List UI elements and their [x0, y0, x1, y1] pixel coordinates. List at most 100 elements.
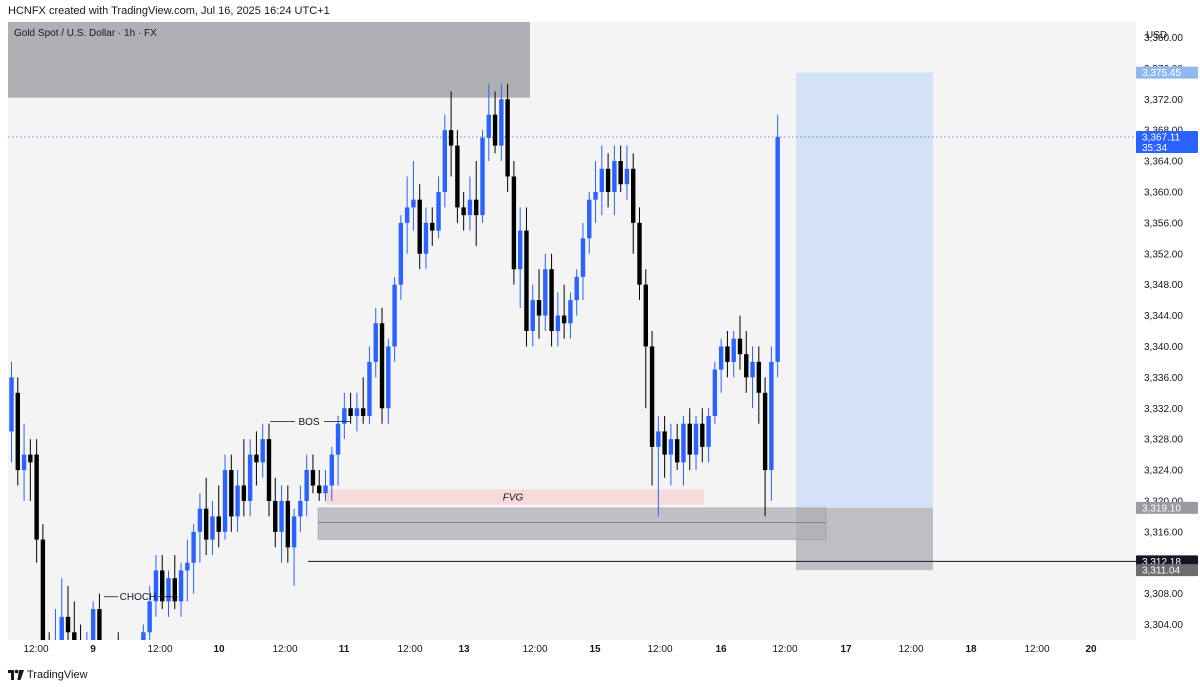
candle[interactable]	[411, 161, 416, 231]
candle[interactable]	[618, 145, 623, 192]
candle[interactable]	[153, 555, 159, 617]
supply-zone[interactable]	[8, 22, 530, 98]
candle[interactable]	[40, 524, 46, 640]
time-scale[interactable]: 12:00 9 12:00 10 12:00 11 12:00 13 12:00 15 12:00 1…	[8, 640, 1136, 662]
candle[interactable]	[568, 292, 573, 339]
candle[interactable]	[254, 431, 259, 486]
candle[interactable]	[160, 555, 165, 610]
candle[interactable]	[172, 555, 177, 610]
candle[interactable]	[354, 392, 360, 432]
candle[interactable]	[21, 423, 27, 501]
candle[interactable]	[467, 176, 473, 231]
candle[interactable]	[85, 632, 89, 640]
candle[interactable]	[762, 377, 768, 517]
candle[interactable]	[241, 439, 247, 517]
candle[interactable]	[674, 423, 680, 471]
candle[interactable]	[637, 207, 642, 301]
candle[interactable]	[379, 307, 385, 424]
candle[interactable]	[681, 415, 686, 486]
candle[interactable]	[367, 346, 372, 424]
candle[interactable]	[53, 609, 57, 640]
candle[interactable]	[737, 315, 743, 370]
candle[interactable]	[191, 524, 196, 594]
symbol-title[interactable]: Gold Spot / U.S. Dollar · 1h · FX	[14, 28, 157, 39]
candle[interactable]	[712, 361, 718, 424]
candle[interactable]	[587, 191, 592, 254]
long-target-zone[interactable]	[796, 72, 933, 508]
candle[interactable]	[392, 276, 397, 362]
candle[interactable]	[386, 338, 391, 424]
candle[interactable]	[229, 454, 234, 532]
currency-label[interactable]: USD	[1146, 30, 1168, 41]
candle[interactable]	[373, 307, 378, 378]
chart-pane[interactable]: Gold Spot / U.S. Dollar · 1h · FX BOS CHO…	[8, 22, 1136, 640]
candle[interactable]	[203, 477, 209, 556]
fvg-label[interactable]: FVG	[503, 493, 524, 504]
candle[interactable]	[580, 222, 586, 301]
candle[interactable]	[486, 83, 491, 162]
price-axis[interactable]: USD 3,360.003,376.003,372.003,368.003,36…	[1136, 22, 1200, 640]
candle[interactable]	[706, 408, 711, 463]
candle[interactable]	[360, 377, 366, 424]
candle[interactable]	[9, 361, 14, 463]
candle[interactable]	[72, 601, 77, 640]
candle[interactable]	[97, 593, 102, 640]
candle[interactable]	[605, 153, 611, 208]
candle[interactable]	[298, 485, 303, 532]
candle[interactable]	[216, 485, 221, 548]
candle[interactable]	[28, 439, 33, 501]
time-axis[interactable]: 12:00 9 12:00 10 12:00 11 12:00 13 12:00 15 12:00 1…	[8, 640, 1136, 662]
candle[interactable]	[662, 415, 667, 478]
candle[interactable]	[166, 570, 171, 617]
candle[interactable]	[474, 161, 479, 247]
bos-label[interactable]: BOS	[298, 417, 319, 428]
choch-label[interactable]: CHOCH	[120, 592, 157, 603]
candle[interactable]	[15, 377, 20, 486]
candle[interactable]	[561, 284, 567, 339]
candle[interactable]	[260, 423, 265, 478]
candle[interactable]	[480, 130, 485, 223]
candle[interactable]	[448, 91, 454, 177]
demand-zone[interactable]	[317, 507, 827, 540]
zone-price-badge[interactable]: 3,319.10	[1136, 501, 1198, 514]
candle[interactable]	[141, 624, 146, 640]
candle[interactable]	[524, 207, 529, 347]
candle[interactable]	[335, 415, 341, 486]
candle[interactable]	[197, 493, 203, 563]
candle[interactable]	[649, 331, 655, 486]
candle[interactable]	[116, 632, 120, 640]
candle[interactable]	[423, 207, 429, 270]
candle[interactable]	[693, 415, 699, 471]
candle[interactable]	[279, 485, 284, 563]
candle[interactable]	[718, 338, 724, 393]
candle[interactable]	[34, 439, 39, 563]
candle[interactable]	[631, 153, 636, 254]
candle[interactable]	[436, 176, 441, 239]
candle[interactable]	[147, 585, 152, 640]
candle[interactable]	[78, 624, 82, 640]
candle[interactable]	[505, 83, 510, 192]
candle[interactable]	[543, 253, 548, 331]
candle[interactable]	[342, 392, 347, 440]
candle[interactable]	[511, 161, 517, 285]
candle[interactable]	[643, 269, 648, 409]
candle[interactable]	[304, 454, 309, 517]
candle[interactable]	[348, 392, 353, 424]
candle[interactable]	[536, 269, 542, 339]
candle[interactable]	[492, 91, 498, 154]
candle[interactable]	[555, 292, 561, 347]
stop-price-badge[interactable]: 3,311.04	[1136, 564, 1198, 577]
candle[interactable]	[593, 161, 598, 223]
candle[interactable]	[210, 500, 215, 556]
candle[interactable]	[398, 215, 404, 301]
price-scale[interactable]: 3,360.003,376.003,372.003,368.003,364.00…	[1136, 22, 1200, 640]
candle[interactable]	[404, 176, 410, 254]
candle[interactable]	[323, 470, 328, 501]
candle[interactable]	[656, 415, 661, 517]
candle[interactable]	[247, 439, 253, 517]
candle[interactable]	[59, 578, 64, 640]
candle[interactable]	[530, 284, 535, 347]
candle[interactable]	[549, 253, 554, 347]
candle[interactable]	[285, 485, 291, 563]
